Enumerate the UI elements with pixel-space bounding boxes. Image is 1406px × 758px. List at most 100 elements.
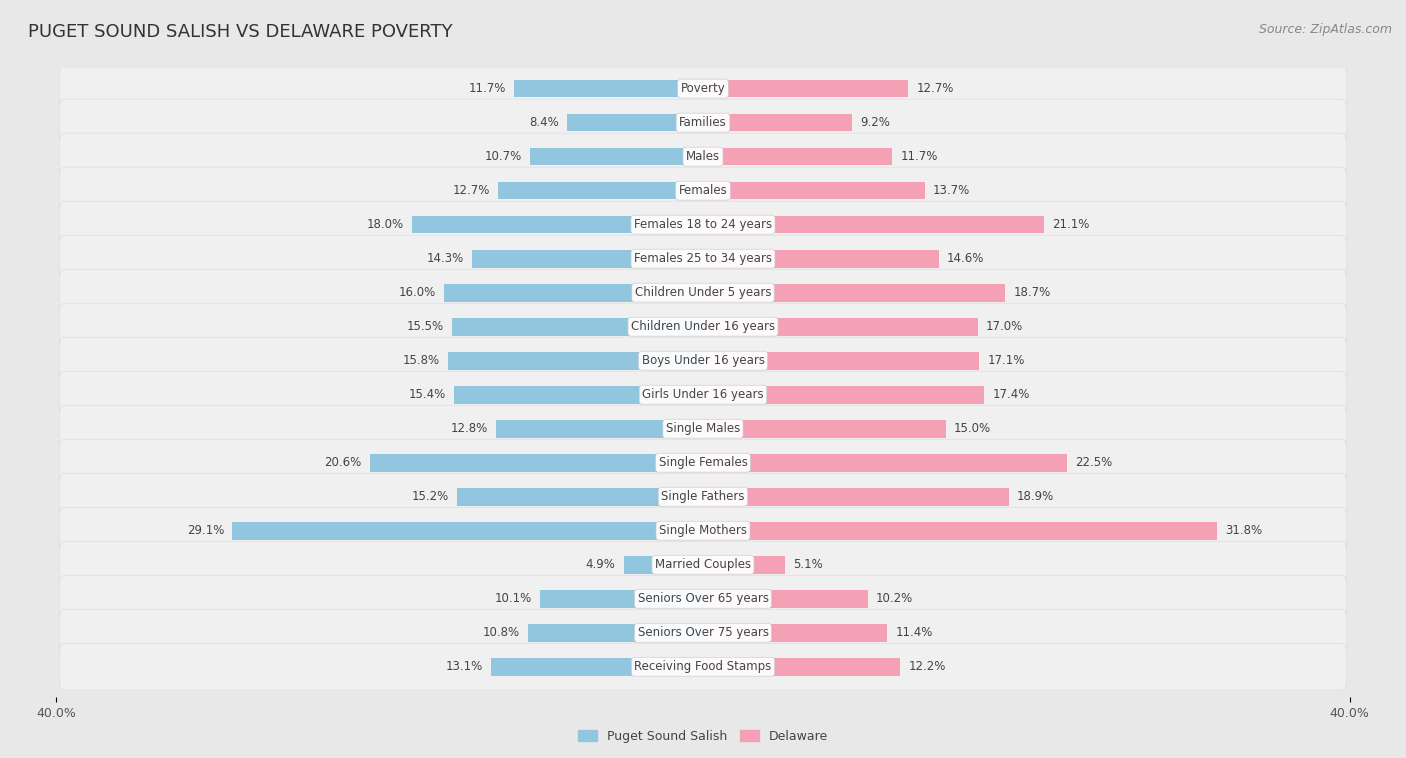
FancyBboxPatch shape — [59, 473, 1347, 520]
Text: 20.6%: 20.6% — [325, 456, 361, 469]
Bar — [447, 352, 703, 370]
Bar — [703, 250, 939, 268]
Text: Females 25 to 34 years: Females 25 to 34 years — [634, 252, 772, 265]
Text: 31.8%: 31.8% — [1225, 525, 1263, 537]
Text: 15.0%: 15.0% — [953, 422, 991, 435]
Bar — [457, 488, 703, 506]
Bar — [454, 386, 703, 403]
Text: 17.0%: 17.0% — [986, 320, 1024, 334]
Text: 13.7%: 13.7% — [932, 184, 970, 197]
Bar — [703, 488, 1008, 506]
FancyBboxPatch shape — [59, 133, 1347, 180]
Bar — [498, 182, 703, 199]
FancyBboxPatch shape — [59, 644, 1347, 691]
FancyBboxPatch shape — [59, 269, 1347, 316]
Text: 21.1%: 21.1% — [1052, 218, 1090, 231]
Text: 18.7%: 18.7% — [1014, 287, 1050, 299]
Bar — [472, 250, 703, 268]
Text: Single Mothers: Single Mothers — [659, 525, 747, 537]
FancyBboxPatch shape — [59, 371, 1347, 418]
Text: 15.8%: 15.8% — [402, 354, 440, 367]
Text: Girls Under 16 years: Girls Under 16 years — [643, 388, 763, 401]
Text: Seniors Over 65 years: Seniors Over 65 years — [637, 592, 769, 605]
Bar — [529, 624, 703, 641]
Text: Single Fathers: Single Fathers — [661, 490, 745, 503]
Text: PUGET SOUND SALISH VS DELAWARE POVERTY: PUGET SOUND SALISH VS DELAWARE POVERTY — [28, 23, 453, 41]
FancyBboxPatch shape — [59, 235, 1347, 282]
Text: 13.1%: 13.1% — [446, 660, 484, 673]
Bar — [496, 420, 703, 437]
Bar — [703, 80, 908, 98]
Text: 10.1%: 10.1% — [495, 592, 531, 605]
Bar — [703, 283, 1005, 302]
Bar — [412, 216, 703, 233]
Bar — [703, 658, 900, 675]
Text: 16.0%: 16.0% — [399, 287, 436, 299]
FancyBboxPatch shape — [59, 201, 1347, 248]
FancyBboxPatch shape — [59, 337, 1347, 384]
Bar — [370, 454, 703, 471]
Text: 5.1%: 5.1% — [793, 558, 824, 572]
Text: 17.4%: 17.4% — [993, 388, 1029, 401]
Text: Females: Females — [679, 184, 727, 197]
Bar — [567, 114, 703, 131]
Text: Source: ZipAtlas.com: Source: ZipAtlas.com — [1258, 23, 1392, 36]
Text: 14.6%: 14.6% — [948, 252, 984, 265]
Bar — [530, 148, 703, 165]
Bar — [703, 216, 1045, 233]
Bar — [513, 80, 703, 98]
Text: 15.2%: 15.2% — [412, 490, 449, 503]
Bar — [703, 318, 979, 336]
FancyBboxPatch shape — [59, 168, 1347, 214]
Text: Married Couples: Married Couples — [655, 558, 751, 572]
Bar — [703, 624, 887, 641]
Bar — [624, 556, 703, 574]
Bar — [703, 182, 925, 199]
Text: 12.2%: 12.2% — [908, 660, 946, 673]
Text: 15.4%: 15.4% — [409, 388, 446, 401]
Text: 11.7%: 11.7% — [468, 82, 506, 95]
Text: 8.4%: 8.4% — [529, 116, 560, 129]
Bar — [703, 454, 1067, 471]
Text: 12.7%: 12.7% — [453, 184, 489, 197]
FancyBboxPatch shape — [59, 507, 1347, 554]
Text: Receiving Food Stamps: Receiving Food Stamps — [634, 660, 772, 673]
Text: Poverty: Poverty — [681, 82, 725, 95]
Text: 12.8%: 12.8% — [451, 422, 488, 435]
Bar — [540, 590, 703, 608]
Bar — [444, 283, 703, 302]
Text: 11.7%: 11.7% — [900, 150, 938, 163]
FancyBboxPatch shape — [59, 439, 1347, 486]
Text: 10.7%: 10.7% — [485, 150, 522, 163]
Bar — [703, 522, 1218, 540]
Bar — [491, 658, 703, 675]
Text: 17.1%: 17.1% — [987, 354, 1025, 367]
Legend: Puget Sound Salish, Delaware: Puget Sound Salish, Delaware — [574, 725, 832, 747]
Text: Boys Under 16 years: Boys Under 16 years — [641, 354, 765, 367]
Text: 14.3%: 14.3% — [426, 252, 464, 265]
Text: Single Females: Single Females — [658, 456, 748, 469]
Text: Single Males: Single Males — [666, 422, 740, 435]
Text: 29.1%: 29.1% — [187, 525, 225, 537]
Text: Females 18 to 24 years: Females 18 to 24 years — [634, 218, 772, 231]
Bar — [232, 522, 703, 540]
Bar — [703, 148, 893, 165]
Text: 4.9%: 4.9% — [586, 558, 616, 572]
Text: 11.4%: 11.4% — [896, 626, 932, 639]
FancyBboxPatch shape — [59, 303, 1347, 350]
Bar — [703, 556, 786, 574]
Bar — [703, 352, 980, 370]
Text: 12.7%: 12.7% — [917, 82, 953, 95]
Bar — [453, 318, 703, 336]
Bar — [703, 386, 984, 403]
FancyBboxPatch shape — [59, 575, 1347, 622]
Text: 22.5%: 22.5% — [1074, 456, 1112, 469]
FancyBboxPatch shape — [59, 406, 1347, 453]
FancyBboxPatch shape — [59, 99, 1347, 146]
Bar — [703, 420, 945, 437]
FancyBboxPatch shape — [59, 65, 1347, 112]
Text: Families: Families — [679, 116, 727, 129]
Text: 18.0%: 18.0% — [367, 218, 404, 231]
Text: 10.2%: 10.2% — [876, 592, 914, 605]
Bar — [703, 114, 852, 131]
